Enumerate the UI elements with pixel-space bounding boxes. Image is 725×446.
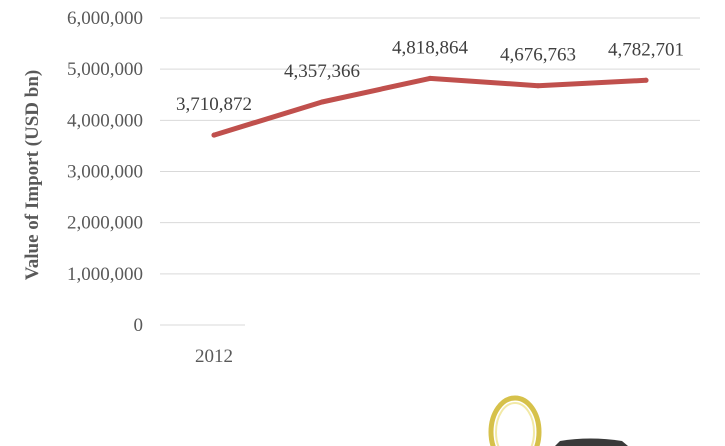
y-tick-label: 5,000,000 bbox=[67, 59, 143, 80]
data-label: 3,710,872 bbox=[176, 94, 252, 115]
x-tick-label: 2012 bbox=[195, 346, 233, 367]
data-label: 4,357,366 bbox=[284, 61, 360, 82]
data-point bbox=[535, 83, 541, 89]
data-label: 4,818,864 bbox=[392, 37, 469, 58]
data-label: 4,782,701 bbox=[608, 39, 684, 60]
data-labels: 3,710,872 4,357,366 4,818,864 4,676,763 4,78… bbox=[176, 37, 684, 115]
data-point bbox=[643, 77, 649, 83]
data-label: 4,676,763 bbox=[500, 45, 576, 66]
decorative-ring-icon bbox=[488, 395, 628, 446]
data-points bbox=[211, 75, 649, 138]
data-point bbox=[427, 75, 433, 81]
data-point bbox=[319, 99, 325, 105]
series-line bbox=[211, 75, 649, 138]
data-point bbox=[211, 132, 217, 138]
y-tick-label: 6,000,000 bbox=[67, 8, 143, 29]
y-tick-label: 4,000,000 bbox=[67, 110, 143, 131]
y-tick-labels: 0 1,000,000 2,000,000 3,000,000 4,000,000 5,0… bbox=[67, 8, 143, 336]
y-tick-label: 0 bbox=[134, 315, 144, 336]
y-tick-label: 1,000,000 bbox=[67, 264, 143, 285]
y-tick-label: 3,000,000 bbox=[67, 162, 143, 183]
gridlines bbox=[160, 17, 700, 326]
y-axis-label: Value of Import (USD bn) bbox=[22, 70, 43, 280]
x-tick-labels: 2012 bbox=[195, 346, 233, 367]
y-tick-label: 2,000,000 bbox=[67, 213, 143, 234]
